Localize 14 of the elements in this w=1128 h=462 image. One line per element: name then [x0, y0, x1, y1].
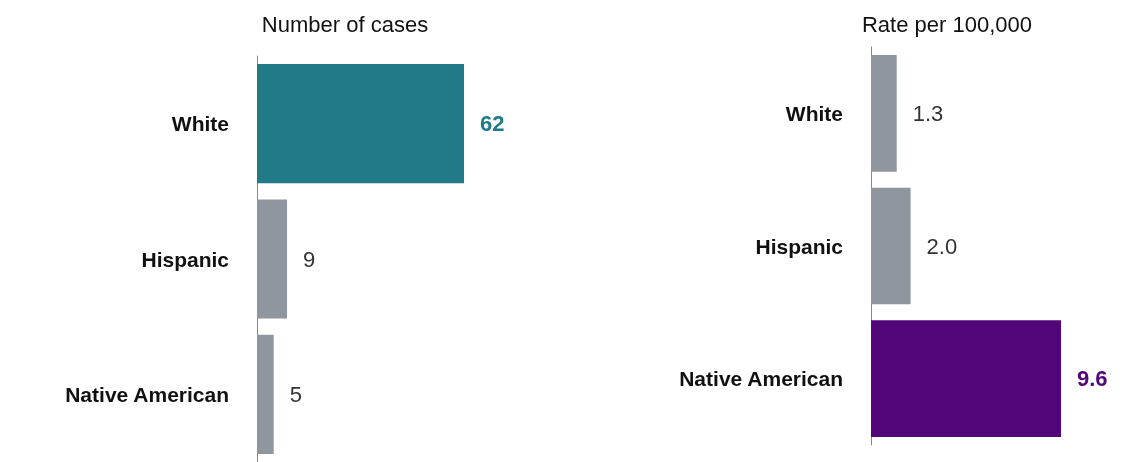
- chart-title: Number of cases: [261, 11, 429, 37]
- y-tick-label: Native American: [65, 382, 229, 406]
- y-tick-label: White: [171, 112, 229, 136]
- data-label: 1.3: [912, 100, 944, 126]
- data-label: 9.6: [1077, 366, 1108, 392]
- y-tick-label: Hispanic: [141, 247, 230, 271]
- data-label: 2.0: [926, 233, 958, 259]
- y-tick-label: Native American: [679, 367, 843, 391]
- data-label: 5: [289, 381, 302, 407]
- chart-title: Rate per 100,000: [861, 11, 1033, 37]
- data-label: 62: [480, 111, 505, 137]
- y-tick-label: White: [785, 101, 843, 125]
- data-label: 9: [303, 246, 316, 272]
- y-tick-label: Hispanic: [755, 234, 844, 258]
